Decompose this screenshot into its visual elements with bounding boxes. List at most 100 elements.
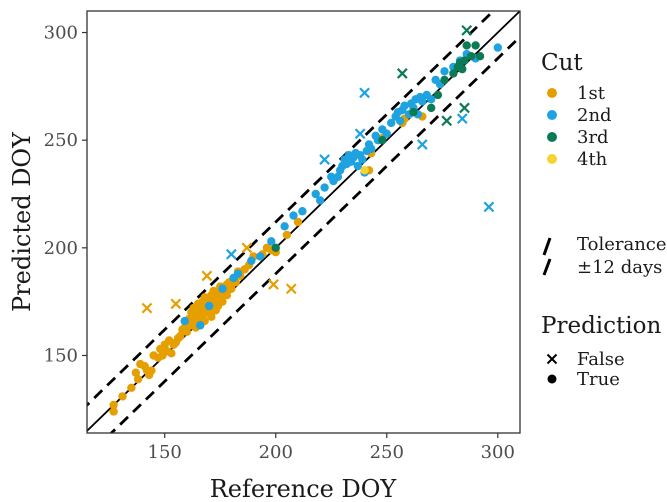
point-2nd-true bbox=[387, 118, 396, 128]
point-2nd-true bbox=[320, 183, 329, 192]
legend-key-4th bbox=[547, 154, 557, 164]
point-2nd-true bbox=[358, 155, 367, 164]
point-1st-false bbox=[141, 302, 153, 314]
point-2nd-false bbox=[416, 139, 428, 150]
point-2nd-true bbox=[204, 301, 214, 311]
point-1st-true bbox=[218, 297, 227, 306]
x-axis-ticks: 150 200 250 300 bbox=[148, 433, 515, 463]
point-2nd-true bbox=[247, 256, 256, 265]
legend-label-2nd: 2nd bbox=[577, 105, 612, 126]
point-4th-true bbox=[360, 166, 369, 175]
point-2nd-true bbox=[395, 116, 405, 126]
point-3rd-false bbox=[396, 68, 408, 79]
cross-stroke bbox=[441, 115, 453, 127]
point-2nd-true bbox=[418, 97, 427, 106]
point-1st-false bbox=[285, 283, 297, 295]
data-points bbox=[109, 24, 502, 416]
cross-stroke bbox=[354, 128, 366, 140]
point-3rd-true bbox=[466, 52, 476, 61]
point-2nd-false bbox=[483, 201, 495, 213]
x-tick-label: 300 bbox=[481, 442, 515, 463]
cross-stroke bbox=[285, 283, 297, 295]
y-axis-label: Predicted DOY bbox=[8, 131, 36, 312]
legend-key-false bbox=[546, 353, 558, 365]
point-2nd-true bbox=[289, 211, 298, 220]
point-2nd-true bbox=[298, 207, 307, 216]
x-tick-label: 150 bbox=[148, 442, 182, 463]
point-2nd-false bbox=[456, 113, 468, 125]
point-3rd-true bbox=[458, 64, 467, 74]
point-1st-false bbox=[268, 279, 279, 290]
point-2nd-true bbox=[333, 172, 343, 181]
point-1st-true bbox=[282, 230, 292, 240]
point-1st-true bbox=[293, 217, 303, 227]
point-3rd-true bbox=[475, 52, 485, 61]
cross-stroke bbox=[461, 24, 473, 36]
point-3rd-false bbox=[459, 102, 470, 114]
point-2nd-true bbox=[440, 67, 449, 76]
point-1st-true bbox=[109, 407, 118, 416]
x-tick-label: 200 bbox=[259, 442, 293, 463]
point-2nd-true bbox=[180, 316, 189, 326]
point-3rd-true bbox=[426, 103, 436, 113]
y-axis-ticks: 150 200 250 300 bbox=[44, 23, 87, 366]
cross-stroke bbox=[483, 201, 495, 213]
point-3rd-true bbox=[271, 243, 280, 253]
legend-key-1st bbox=[547, 88, 557, 98]
point-2nd-true bbox=[315, 196, 325, 205]
point-2nd-true bbox=[367, 144, 376, 153]
point-3rd-true bbox=[378, 135, 387, 145]
legend-tolerance-label: Tolerance bbox=[577, 234, 667, 255]
legend-label-1st: 1st bbox=[577, 83, 606, 104]
cross-stroke bbox=[396, 68, 408, 79]
cross-stroke bbox=[268, 279, 279, 290]
point-1st-true bbox=[176, 331, 185, 341]
cross-stroke bbox=[359, 87, 370, 99]
legend-tolerance-dash-1 bbox=[542, 237, 552, 256]
legend-prediction-title: Prediction bbox=[541, 313, 661, 339]
point-2nd-true bbox=[196, 321, 205, 330]
cross-stroke bbox=[416, 139, 428, 150]
point-1st-true bbox=[131, 368, 141, 377]
legend-tolerance-dash-2 bbox=[542, 258, 552, 276]
point-2nd-true bbox=[267, 237, 276, 246]
point-3rd-true bbox=[433, 90, 443, 100]
legend-label-true: True bbox=[577, 369, 620, 390]
cross-stroke bbox=[141, 302, 153, 314]
cross-stroke bbox=[170, 298, 182, 310]
point-2nd-true bbox=[218, 284, 227, 293]
x-axis-label: Reference DOY bbox=[210, 475, 398, 502]
legend-key-3rd bbox=[547, 132, 557, 142]
point-3rd-true bbox=[409, 107, 418, 117]
point-2nd-false bbox=[359, 87, 370, 99]
point-1st-true bbox=[167, 349, 176, 358]
y-tick-label: 250 bbox=[44, 130, 78, 151]
point-1st-true bbox=[118, 392, 127, 401]
cross-stroke bbox=[241, 242, 253, 254]
legend-label-3rd: 3rd bbox=[577, 127, 609, 148]
cross-stroke bbox=[459, 102, 470, 114]
legend-key-true bbox=[547, 374, 557, 384]
point-2nd-true bbox=[233, 269, 243, 278]
point-3rd-true bbox=[440, 75, 449, 85]
cross-stroke bbox=[456, 113, 468, 125]
point-2nd-true bbox=[256, 252, 265, 261]
point-3rd-true bbox=[449, 69, 458, 78]
point-2nd-true bbox=[353, 161, 363, 171]
point-2nd-false bbox=[319, 154, 330, 165]
point-1st-false bbox=[170, 298, 182, 310]
point-3rd-true bbox=[462, 41, 471, 50]
legend-label-false: False bbox=[577, 349, 625, 370]
legend-cut-title: Cut bbox=[541, 50, 583, 76]
cross-stroke bbox=[225, 248, 237, 260]
point-2nd-false bbox=[354, 128, 366, 140]
x-tick-label: 250 bbox=[370, 442, 404, 463]
cross-stroke bbox=[546, 353, 558, 365]
cross-stroke bbox=[201, 270, 213, 282]
point-2nd-true bbox=[400, 101, 409, 110]
point-1st-true bbox=[127, 383, 136, 392]
point-1st-false bbox=[241, 242, 253, 254]
